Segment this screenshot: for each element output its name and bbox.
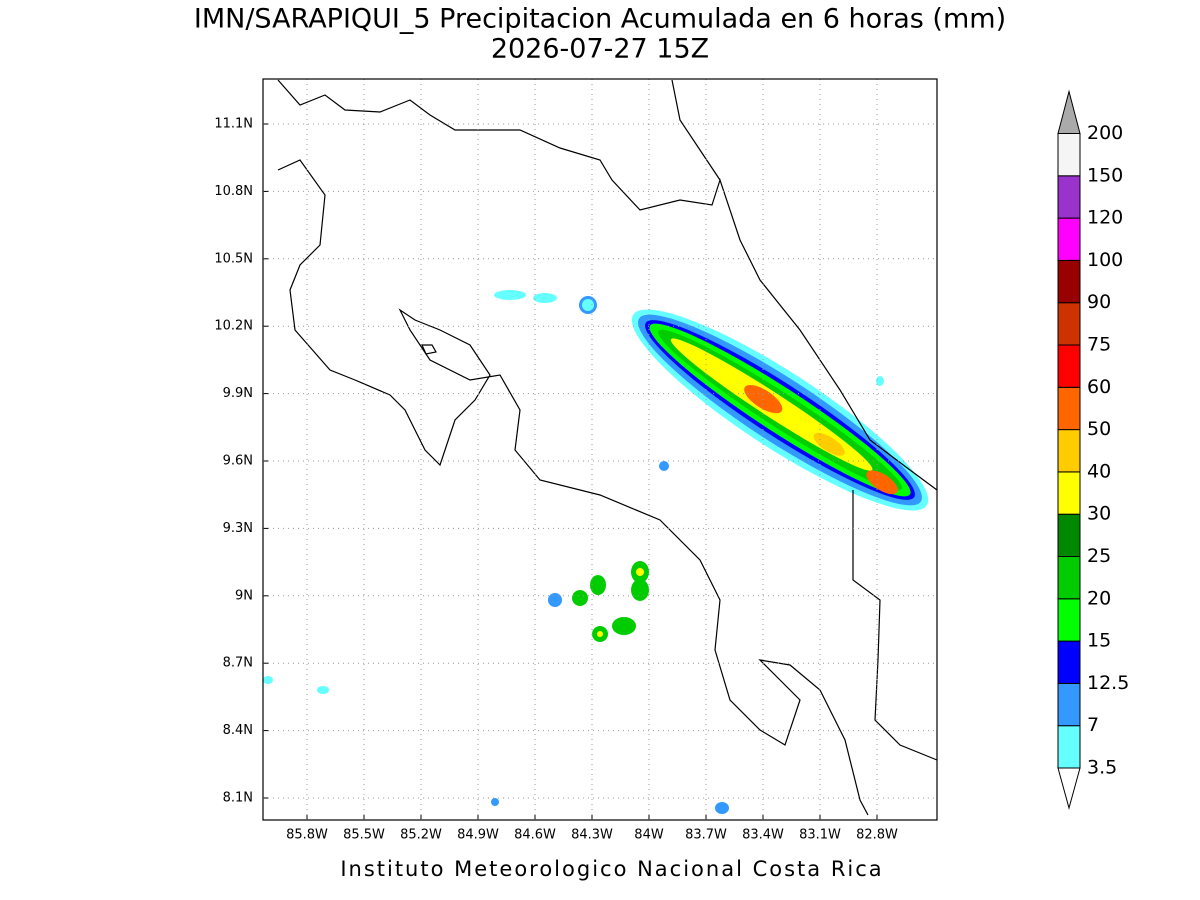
color-bar-label: 3.5	[1087, 757, 1117, 779]
color-bar-box	[1057, 429, 1081, 473]
map-frame	[262, 78, 938, 821]
color-bar-label: 7	[1087, 714, 1099, 736]
coastline	[277, 79, 938, 816]
lat-tick-label: 9.3N	[223, 521, 253, 536]
lat-tick-label: 9.6N	[223, 454, 253, 469]
lat-tick-label: 10.2N	[214, 319, 253, 334]
color-bar-label: 100	[1087, 249, 1123, 271]
lon-tick-label: 84W	[634, 828, 664, 843]
color-bar-box	[1057, 386, 1081, 431]
lat-tick-label: 11.1N	[214, 117, 253, 132]
color-bar-box	[1057, 133, 1081, 177]
lat-tick-label: 8.7N	[223, 656, 253, 671]
color-bar-box	[1057, 344, 1081, 388]
color-bar-high	[1057, 89, 1081, 134]
lon-tick-label: 83.1W	[799, 828, 841, 843]
precipitation-field	[263, 290, 929, 814]
color-bar-box	[1057, 302, 1081, 346]
color-bar-box	[1057, 598, 1081, 642]
color-bar-label: 200	[1087, 122, 1123, 144]
title: IMN/SARAPIQUI_5 Precipitacion Acumulada …	[194, 4, 1006, 35]
footer: Instituto Meteorologico Nacional Costa R…	[340, 857, 883, 881]
map-panel	[262, 78, 938, 821]
color-bar-box	[1057, 725, 1081, 769]
lon-tick-label: 85.8W	[286, 828, 328, 843]
color-bar-box	[1057, 556, 1081, 600]
lat-tick-label: 10.8N	[214, 184, 253, 199]
lon-tick-label: 85.2W	[400, 828, 442, 843]
color-bar-box	[1057, 175, 1081, 219]
color-bar-low	[1057, 767, 1081, 810]
color-bar-label: 120	[1087, 207, 1123, 229]
color-bar-label: 25	[1087, 545, 1111, 567]
color-bar-box	[1057, 259, 1081, 304]
color-bar-box	[1057, 513, 1081, 558]
lon-tick-label: 83.7W	[685, 828, 727, 843]
lon-tick-label: 85.5W	[343, 828, 385, 843]
color-bar-label: 50	[1087, 418, 1111, 440]
color-bar: 3.5 7 12.5 15 20 25 30 40 50 60 75 90 100 120 150 200	[1057, 89, 1129, 810]
subtitle: 2026-07-27 15Z	[491, 34, 709, 65]
lon-tick-label: 84.6W	[514, 828, 556, 843]
color-bar-label: 15	[1087, 630, 1111, 652]
color-bar-box	[1057, 471, 1081, 515]
color-bar-label: 75	[1087, 334, 1111, 356]
color-bar-label: 20	[1087, 587, 1111, 609]
lon-tick-label: 84.9W	[457, 828, 499, 843]
lat-tick-label: 8.1N	[223, 791, 253, 806]
color-bar-box	[1057, 682, 1081, 727]
color-bar-label: 40	[1087, 460, 1111, 482]
color-bar-label: 90	[1087, 291, 1111, 313]
lat-tick-label: 9.9N	[223, 386, 253, 401]
color-bar-label: 12.5	[1087, 672, 1129, 694]
lat-tick-label: 8.4N	[223, 723, 253, 738]
color-bar-label: 60	[1087, 376, 1111, 398]
color-bar-label: 30	[1087, 503, 1111, 525]
color-bar-box	[1057, 217, 1081, 261]
lon-tick-label: 84.3W	[571, 828, 613, 843]
lon-tick-label: 83.4W	[742, 828, 784, 843]
lat-tick-label: 9N	[235, 588, 253, 603]
color-bar-label: 150	[1087, 164, 1123, 186]
color-bar-box	[1057, 640, 1081, 684]
lat-tick-label: 10.5N	[214, 251, 253, 266]
lon-tick-label: 82.8W	[856, 828, 898, 843]
